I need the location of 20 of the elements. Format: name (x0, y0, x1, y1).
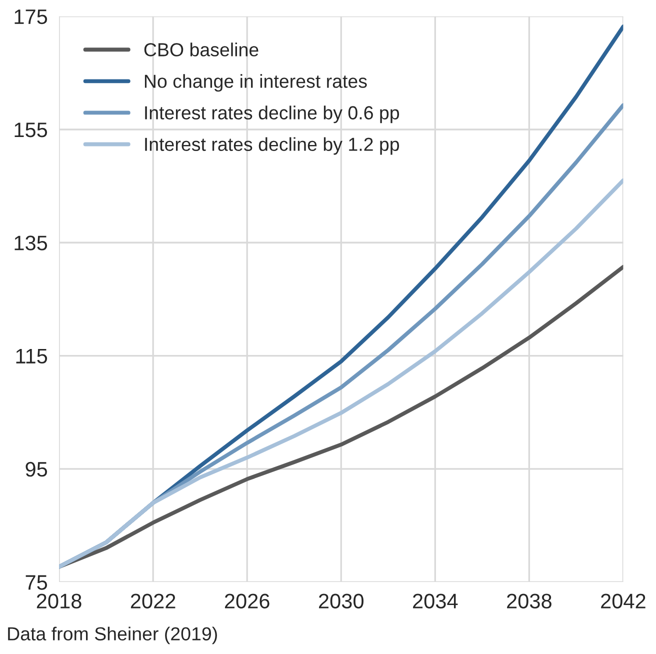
line-series (59, 178, 624, 569)
y-tick-label: 75 (26, 575, 48, 590)
x-tick-label: 2026 (224, 594, 270, 608)
x-tick-label: 2030 (319, 594, 364, 608)
x-tick-label: 2034 (413, 594, 458, 608)
legend-label: Interest rates decline by 0.6 pp (145, 106, 400, 124)
x-tick-label: 2022 (130, 594, 176, 608)
x-tick-label: 2042 (601, 594, 646, 608)
line-series (59, 265, 624, 569)
x-tick-label: 2038 (507, 594, 552, 608)
text: Data from Sheiner (2019) (8, 626, 217, 644)
y-tick-label: 135 (14, 236, 48, 250)
y-tick-label: 155 (14, 122, 48, 138)
legend-label: CBO baseline (144, 42, 258, 56)
y-tick-label: 95 (26, 462, 48, 477)
y-tick-label: 115 (16, 348, 48, 364)
legend-label: Interest rates decline by 1.2 pp (145, 137, 400, 155)
legend-label: No change in interest rates (144, 74, 367, 92)
y-tick-label: 175 (14, 10, 48, 24)
x-tick-label: 2018 (36, 594, 82, 608)
